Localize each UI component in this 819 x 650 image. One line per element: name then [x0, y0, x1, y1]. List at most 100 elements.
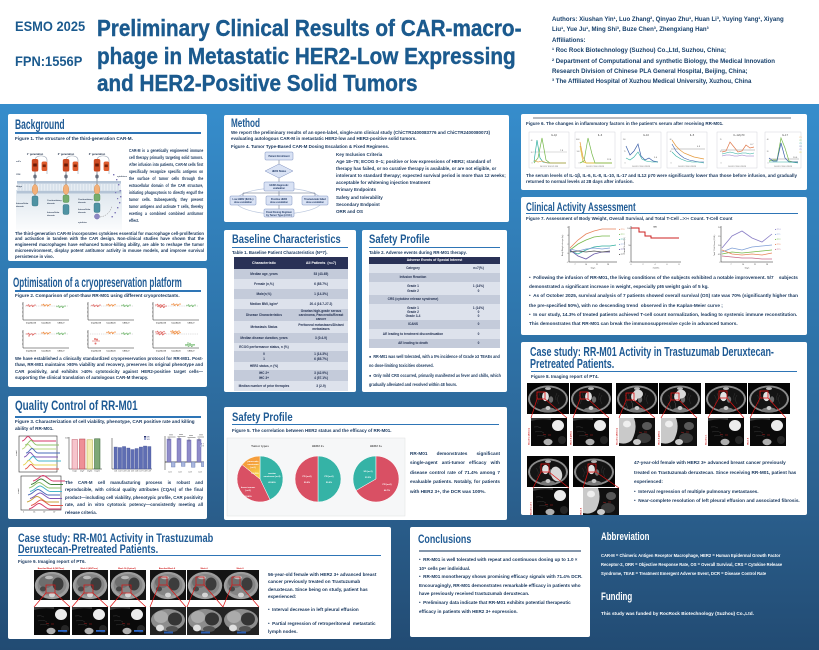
svg-text:Days: Days — [745, 268, 750, 270]
svg-text:0: 0 — [768, 163, 769, 165]
svg-text:Lot6: Lot6 — [135, 470, 138, 473]
svg-text:Lot9: Lot9 — [148, 470, 151, 473]
svg-text:breast cancer: breast cancer — [241, 486, 255, 489]
svg-text:15: 15 — [720, 139, 722, 141]
svg-text:Body Weight change (kg): Body Weight change (kg) — [561, 234, 564, 256]
svg-text:dose escalation: dose escalation — [234, 201, 252, 204]
svg-text:21: 21 — [596, 264, 598, 266]
svg-text:HER2 2+: HER2 2+ — [312, 444, 325, 448]
svg-text:carcinoma (n=3): carcinoma (n=3) — [264, 476, 281, 478]
svg-text:Days: Days — [591, 268, 596, 270]
svg-text:IL-1β: IL-1β — [551, 133, 557, 137]
svg-text:10³: 10³ — [33, 511, 36, 514]
svg-text:21: 21 — [754, 264, 756, 266]
svg-text:domain: domain — [47, 215, 55, 217]
svg-text:Lot5: Lot5 — [131, 470, 134, 473]
svg-text:P6: P6 — [800, 152, 802, 154]
svg-text:Day0: Day0 — [73, 471, 77, 473]
svg-text:P1: P1 — [800, 137, 802, 139]
svg-text:8: 8 — [679, 264, 680, 266]
svg-text:40: 40 — [531, 140, 533, 142]
svg-text:14.29%: 14.29% — [251, 472, 258, 475]
svg-text:150: 150 — [623, 139, 626, 141]
svg-text:500: 500 — [577, 151, 580, 153]
svg-text:months: months — [653, 267, 660, 270]
svg-text:scFv: scFv — [16, 161, 22, 163]
svg-text:Baseline (Before): Baseline (Before) — [528, 428, 531, 445]
svg-text:Day21: Day21 — [95, 471, 100, 473]
svg-text:(n=3): (n=3) — [245, 490, 251, 492]
svg-text:HER2 diagnostic: HER2 diagnostic — [270, 184, 290, 187]
svg-text:PR (n=2): PR (n=2) — [325, 476, 334, 478]
svg-text:Lot4: Lot4 — [127, 470, 130, 473]
svg-text:3ª generation: 3ª generation — [89, 152, 106, 156]
svg-text:■ PT5: ■ PT5 — [775, 248, 781, 251]
svg-text:6: 6 — [567, 227, 568, 229]
svg-text:Lot3: Lot3 — [122, 470, 125, 473]
svg-text:0: 0 — [567, 253, 568, 255]
svg-text:Week 8 (After): Week 8 (After) — [570, 431, 573, 445]
svg-text:by Tumor Type (n×10⁹): by Tumor Type (n×10⁹) — [266, 214, 292, 217]
svg-text:P2: P2 — [800, 140, 802, 142]
svg-text:Baseline/Week 8: Baseline/Week 8 — [159, 568, 176, 570]
svg-text:28: 28 — [766, 264, 768, 266]
svg-text:Lot2: Lot2 — [178, 471, 181, 474]
svg-text:cytokine: cytokine — [78, 221, 88, 224]
svg-text:domain: domain — [47, 203, 55, 205]
svg-text:33.3%: 33.3% — [365, 477, 371, 479]
svg-text:Week 4: Week 4 — [200, 567, 208, 570]
svg-text:D0 D3 D7 D14 D21D28: D0 D3 D7 D14 D21D28 — [586, 166, 604, 168]
svg-text:1ª generation: 1ª generation — [27, 152, 44, 156]
svg-text:100: 100 — [627, 228, 630, 230]
svg-text:SD (n=1): SD (n=1) — [364, 471, 373, 473]
svg-text:Week 16 (Option1): Week 16 (Option1) — [118, 567, 136, 570]
svg-text:Day14: Day14 — [87, 471, 92, 473]
svg-text:Lot1: Lot1 — [168, 471, 171, 474]
svg-text:P5: P5 — [800, 149, 802, 151]
svg-text:42.86%: 42.86% — [244, 495, 251, 498]
svg-text:7.8: 7.8 — [560, 150, 564, 152]
svg-text:■ PT3: ■ PT3 — [619, 238, 625, 241]
svg-text:IL-12/p70: IL-12/p70 — [734, 133, 746, 137]
svg-text:0: 0 — [629, 262, 630, 264]
svg-text:■ PT5: ■ PT5 — [619, 253, 625, 256]
svg-text:50.0%: 50.0% — [304, 482, 310, 484]
svg-text:■ PT4: ■ PT4 — [619, 248, 625, 251]
svg-text:0: 0 — [719, 262, 720, 264]
svg-text:6: 6 — [667, 264, 668, 266]
svg-text:T: T — [203, 443, 204, 445]
svg-text:****: **** — [179, 435, 183, 437]
svg-text:50: 50 — [628, 245, 630, 247]
svg-text:10⁴: 10⁴ — [43, 512, 46, 514]
svg-text:■ PT2: ■ PT2 — [619, 233, 625, 236]
svg-text:P3: P3 — [800, 143, 802, 145]
svg-text:14: 14 — [585, 264, 587, 266]
svg-text:■ PT2: ■ PT2 — [775, 238, 781, 241]
svg-text:D0 D3 D7 D14 D21D28: D0 D3 D7 D14 D21D28 — [774, 166, 792, 168]
svg-text:12.4: 12.4 — [607, 159, 612, 161]
svg-text:NT: NT — [203, 446, 204, 448]
svg-text:Costimulatory: Costimulatory — [78, 198, 93, 201]
svg-text:■ PT1: ■ PT1 — [619, 243, 625, 246]
svg-text:Week 8 (After): Week 8 (After) — [658, 431, 661, 445]
svg-text:1.0: 1.0 — [718, 245, 721, 247]
svg-text:1.5: 1.5 — [718, 236, 721, 238]
svg-text:D0 D3 D7 D14 D21D28: D0 D3 D7 D14 D21D28 — [632, 166, 650, 168]
svg-text:0: 0 — [721, 163, 722, 165]
svg-text:domain: domain — [16, 206, 24, 208]
svg-text:-2: -2 — [567, 262, 569, 264]
svg-text:Costimulatory: Costimulatory — [47, 199, 62, 202]
svg-text:Lot3: Lot3 — [188, 471, 191, 474]
svg-text:0: 0 — [23, 512, 24, 514]
svg-text:CD8: CD8 — [16, 174, 21, 176]
svg-text:PR (n=2): PR (n=2) — [383, 484, 392, 486]
svg-text:2.0: 2.0 — [718, 227, 721, 229]
svg-text:0: 0 — [671, 163, 672, 165]
svg-text:14: 14 — [742, 264, 744, 266]
svg-text:Baseline (Before): Baseline (Before) — [616, 428, 619, 445]
svg-text:IL-17: IL-17 — [782, 133, 788, 137]
svg-text:0: 0 — [631, 264, 632, 266]
svg-text:Positive HER2: Positive HER2 — [271, 198, 288, 201]
svg-text:80: 80 — [670, 139, 672, 141]
svg-text:Intracellular: Intracellular — [78, 208, 91, 211]
